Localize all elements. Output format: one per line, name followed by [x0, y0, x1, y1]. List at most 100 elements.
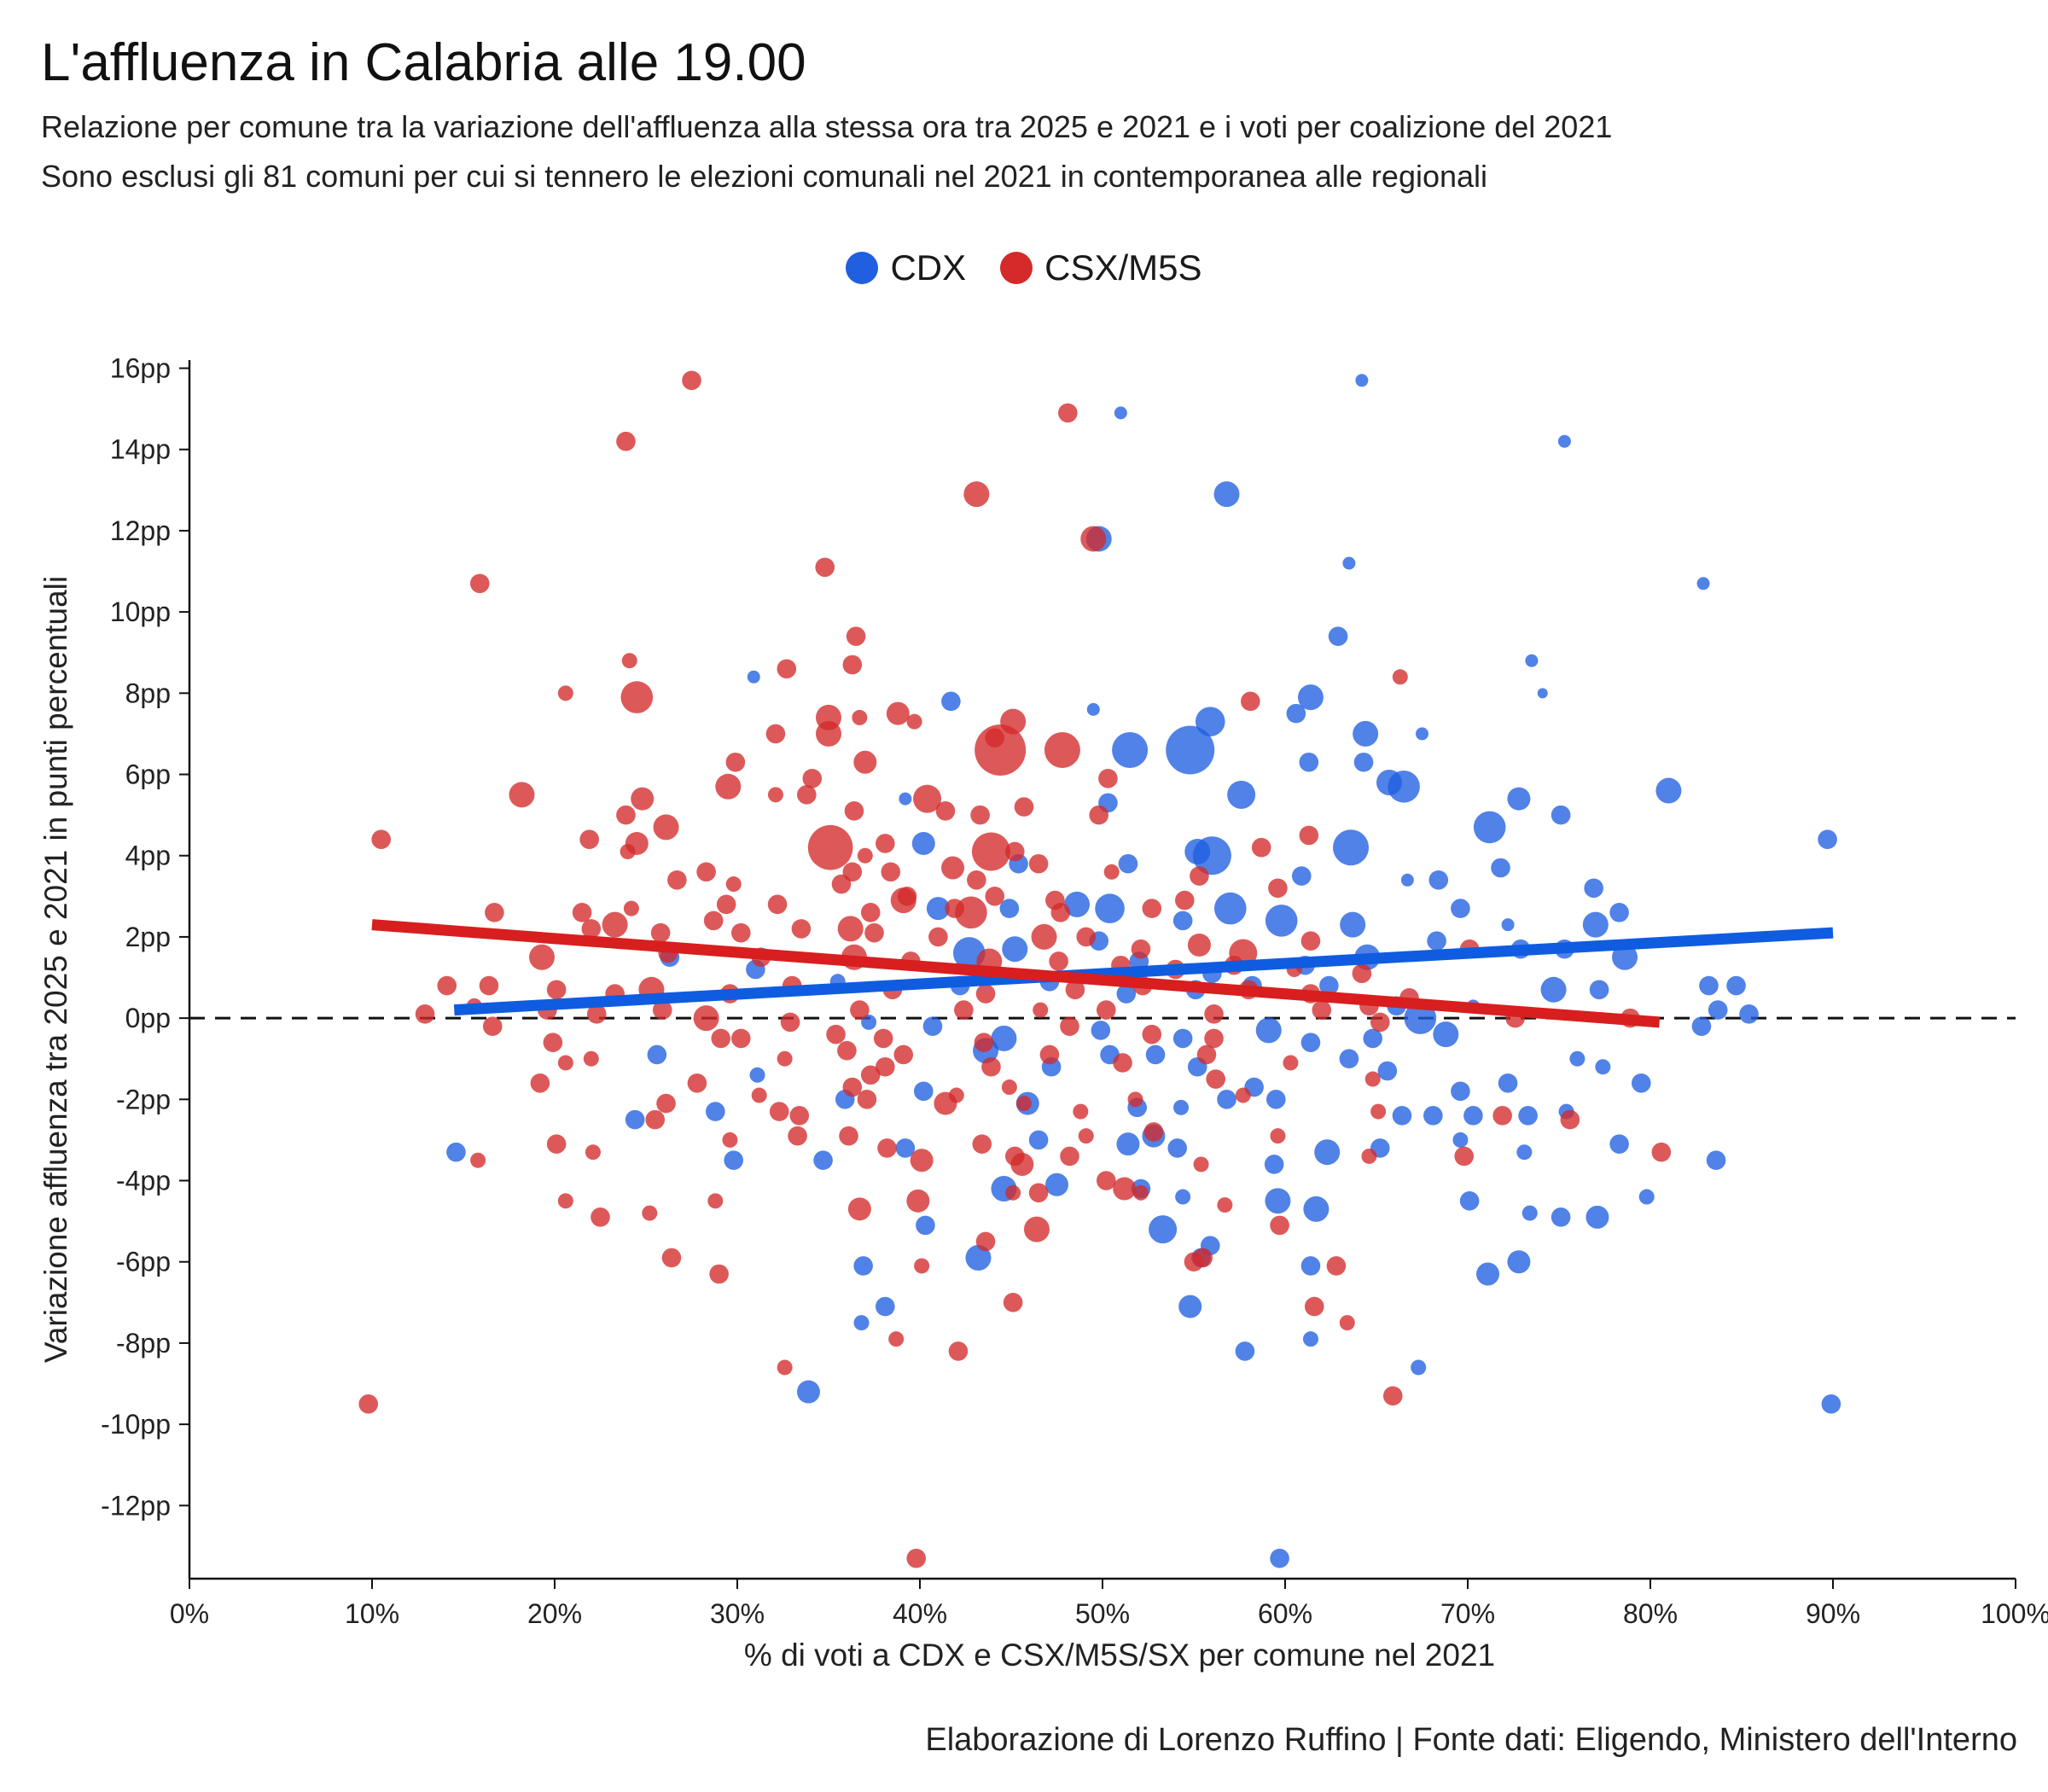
point-cdx: [1175, 1189, 1191, 1205]
point-csx: [469, 573, 490, 594]
point-cdx: [1300, 1033, 1321, 1052]
point-csx: [970, 805, 990, 825]
point-csx: [482, 1016, 503, 1036]
y-tick-label: 4pp: [125, 841, 171, 871]
point-cdx: [1217, 1090, 1236, 1109]
point-cdx: [922, 1016, 943, 1036]
point-cdx: [1353, 752, 1374, 772]
point-csx: [767, 894, 788, 915]
point-cdx: [1609, 903, 1629, 922]
point-cdx: [1235, 1341, 1255, 1361]
legend-item-csx[interactable]: CSX/M5S: [1000, 247, 1202, 288]
point-cdx: [1699, 975, 1719, 996]
point-csx: [620, 681, 654, 713]
point-csx: [913, 784, 942, 813]
point-csx: [1270, 1128, 1286, 1144]
point-csx: [1014, 797, 1034, 817]
point-cdx: [1264, 1155, 1284, 1174]
point-csx: [1089, 805, 1109, 825]
point-cdx: [1002, 936, 1028, 963]
point-csx: [579, 829, 599, 849]
point-cdx: [1557, 434, 1571, 448]
point-csx: [1370, 1103, 1387, 1120]
point-csx: [1193, 1156, 1209, 1172]
point-cdx: [1363, 1028, 1383, 1049]
point-csx: [667, 870, 687, 890]
point-cdx: [1173, 1099, 1190, 1115]
point-csx: [572, 903, 592, 922]
point-csx: [975, 724, 1027, 776]
point-csx: [1352, 963, 1372, 984]
point-csx: [1003, 1293, 1023, 1312]
point-cdx: [1525, 654, 1539, 667]
point-csx: [971, 832, 1010, 871]
point-cdx: [796, 1380, 820, 1404]
point-csx: [1235, 1087, 1251, 1103]
point-csx: [1204, 1004, 1224, 1024]
point-csx: [906, 1189, 930, 1213]
point-cdx: [1551, 1207, 1571, 1227]
point-cdx: [1463, 1106, 1483, 1126]
point-cdx: [1507, 787, 1531, 811]
point-csx: [585, 1144, 601, 1161]
point-csx: [621, 653, 637, 669]
point-csx: [876, 834, 895, 853]
point-csx: [777, 1359, 793, 1376]
y-tick-label: -6pp: [116, 1247, 171, 1277]
point-cdx: [1086, 702, 1100, 716]
point-csx: [591, 1207, 610, 1227]
point-csx: [1268, 878, 1288, 899]
point-csx: [485, 903, 504, 922]
point-csx: [1023, 1216, 1050, 1242]
y-tick-label: 16pp: [110, 353, 171, 384]
point-csx: [1015, 1096, 1032, 1112]
point-csx: [1193, 1248, 1213, 1268]
point-cdx: [1706, 1150, 1726, 1171]
point-csx: [864, 922, 884, 943]
y-tick-label: 10pp: [110, 596, 171, 627]
point-csx: [1187, 933, 1211, 957]
chart-title: L'affluenza in Calabria alle 19.00: [41, 33, 806, 92]
point-csx: [815, 557, 835, 578]
point-csx: [652, 1000, 672, 1020]
point-csx: [807, 824, 853, 870]
point-cdx: [1116, 984, 1137, 1004]
point-csx: [886, 701, 910, 725]
point-cdx: [926, 897, 950, 921]
point-csx: [709, 1264, 729, 1284]
point-cdx: [1739, 1004, 1759, 1024]
point-cdx: [1459, 1191, 1480, 1211]
point-csx: [1127, 1091, 1143, 1108]
point-csx: [948, 1087, 964, 1103]
point-csx: [642, 1205, 658, 1221]
point-csx: [631, 787, 655, 811]
point-cdx: [1507, 1250, 1531, 1274]
point-csx: [780, 1012, 800, 1033]
point-cdx: [1064, 891, 1091, 917]
point-csx: [789, 1106, 810, 1126]
point-cdx: [1195, 707, 1225, 736]
x-tick-label: 80%: [1623, 1598, 1678, 1629]
y-tick-label: -12pp: [101, 1490, 171, 1521]
point-cdx: [1585, 1205, 1609, 1229]
point-cdx: [1184, 838, 1211, 864]
point-csx: [586, 1004, 607, 1024]
point-cdx: [1540, 976, 1567, 1003]
point-csx: [857, 1090, 877, 1109]
point-cdx: [1286, 703, 1306, 724]
point-cdx: [895, 1138, 916, 1158]
point-csx: [791, 919, 812, 939]
y-tick-label: 12pp: [110, 515, 171, 546]
legend-label-cdx: CDX: [890, 247, 967, 288]
legend-item-cdx[interactable]: CDX: [846, 247, 966, 288]
chart-subtitle-1: Relazione per comune tra la variazione d…: [41, 109, 1613, 144]
point-cdx: [1166, 725, 1215, 775]
point-csx: [972, 1134, 992, 1154]
point-csx: [371, 829, 392, 849]
point-cdx: [1213, 481, 1240, 508]
x-tick-label: 40%: [893, 1598, 947, 1629]
point-cdx: [647, 1044, 667, 1065]
point-cdx: [1112, 731, 1149, 768]
point-csx: [837, 1040, 857, 1061]
point-csx: [1096, 1171, 1116, 1190]
